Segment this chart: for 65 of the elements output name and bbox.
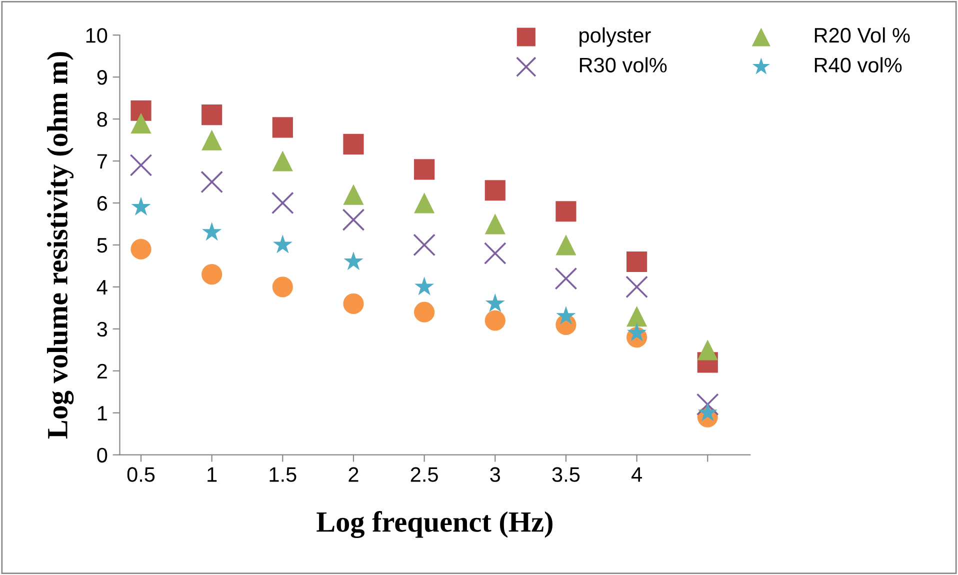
x-tick-label: 4 <box>631 467 642 482</box>
legend-label: R20 Vol % <box>814 27 910 43</box>
point <box>556 306 576 325</box>
x-tick-label: 1.5 <box>270 467 296 482</box>
point <box>202 264 222 285</box>
point <box>344 251 364 270</box>
point <box>484 310 506 331</box>
point <box>343 184 364 205</box>
point <box>343 134 364 155</box>
x-axis-title: Log frequenct (Hz) <box>316 511 552 538</box>
point <box>343 293 364 314</box>
point <box>697 340 718 360</box>
x-tick-label: 0.5 <box>127 467 155 482</box>
x-tick-label: 2.5 <box>410 467 438 482</box>
point <box>202 222 222 241</box>
y-tick-label: 1 <box>98 406 107 420</box>
point <box>130 112 152 134</box>
point <box>272 150 293 172</box>
point <box>626 251 648 272</box>
point <box>554 267 578 290</box>
y-tick-label: 6 <box>97 196 108 211</box>
point <box>484 242 506 265</box>
point <box>272 234 292 254</box>
point <box>626 306 648 327</box>
y-tick-label: 5 <box>97 238 108 253</box>
point <box>414 276 434 296</box>
y-tick-label: 0 <box>97 448 108 463</box>
point <box>131 196 151 216</box>
point <box>342 208 365 231</box>
point <box>556 234 576 256</box>
y-tick-label: 10 <box>86 28 108 43</box>
point <box>272 117 293 138</box>
x-tick-label: 3.5 <box>552 467 580 482</box>
point <box>484 214 506 234</box>
point <box>556 201 576 222</box>
point <box>202 104 222 126</box>
point <box>626 322 647 342</box>
point <box>272 276 293 298</box>
point <box>414 302 435 322</box>
y-tick-label: 4 <box>96 280 108 294</box>
x-tick-label: 2 <box>348 467 358 482</box>
point <box>414 159 435 180</box>
x-tick-label: 3 <box>490 467 500 482</box>
point <box>130 238 152 260</box>
y-axis-title: Log volume resistivity (ohm m) <box>46 52 74 439</box>
point <box>130 154 152 176</box>
point <box>414 192 435 214</box>
y-tick-label: 2 <box>97 364 107 378</box>
y-tick-label: 8 <box>97 112 108 127</box>
point <box>271 192 294 214</box>
point <box>130 100 152 121</box>
legend-label: R40 vol% <box>814 57 902 73</box>
x-tick-label: 1 <box>208 467 217 482</box>
point <box>202 130 222 150</box>
point <box>485 293 505 312</box>
point <box>484 180 506 201</box>
point <box>200 170 224 194</box>
legend-label: R30 vol% <box>580 57 667 73</box>
y-tick-label: 7 <box>97 154 107 169</box>
point <box>626 276 648 298</box>
legend-label: polyster <box>580 27 651 47</box>
y-tick-label: 3 <box>97 322 108 337</box>
point <box>413 234 436 256</box>
point <box>698 402 718 422</box>
y-tick-label: 9 <box>97 70 107 85</box>
